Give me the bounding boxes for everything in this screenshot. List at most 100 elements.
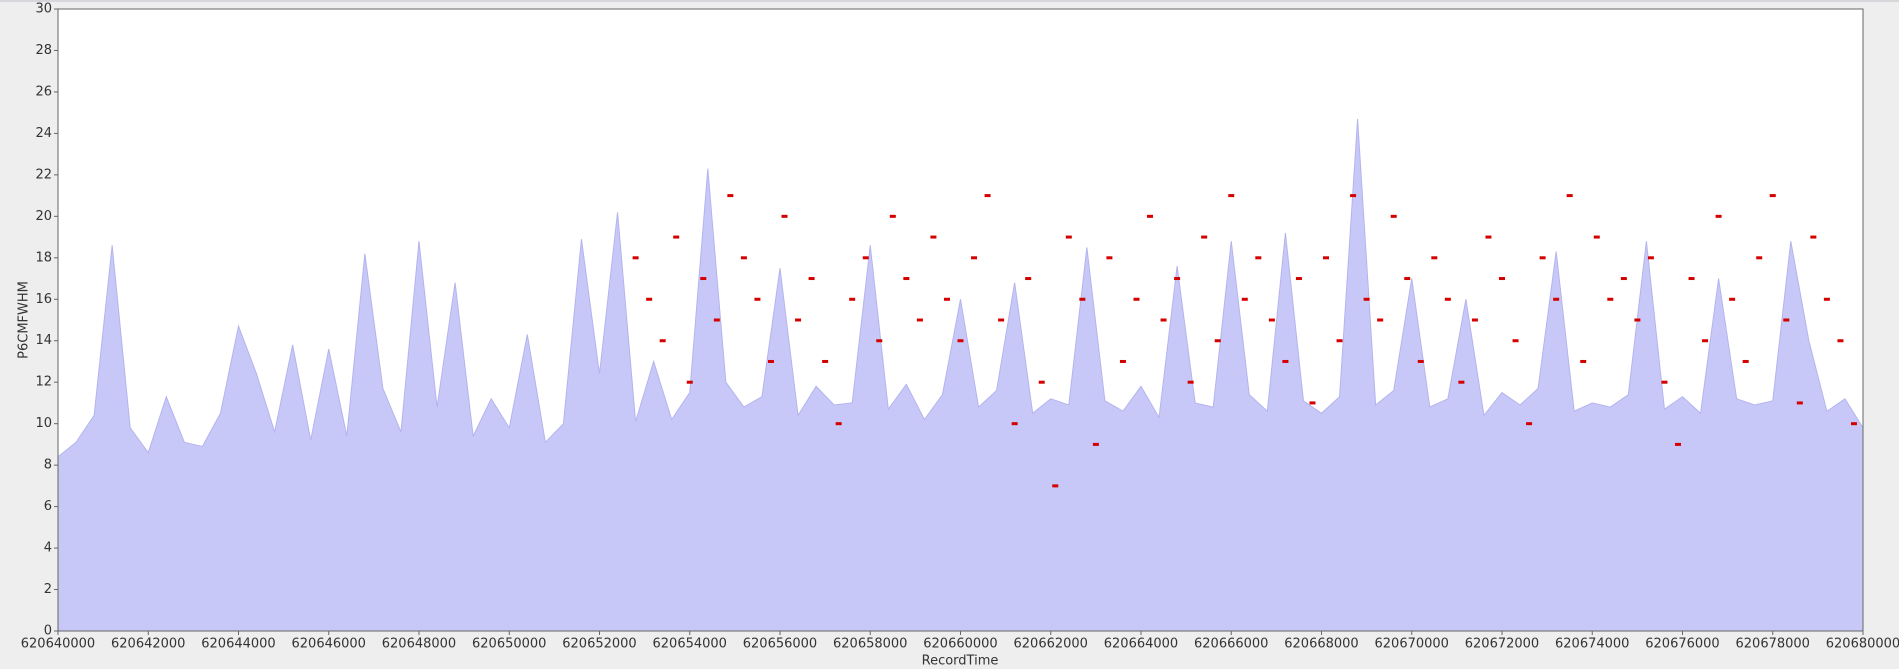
point [1634, 318, 1641, 322]
point [1769, 194, 1776, 198]
point [659, 339, 666, 343]
point [1350, 194, 1357, 198]
point [1174, 277, 1181, 281]
y-tick-label: 30 [35, 2, 52, 17]
point [998, 318, 1005, 322]
point [1715, 214, 1722, 218]
point [1458, 380, 1465, 384]
point [1133, 297, 1140, 301]
point [1444, 297, 1451, 301]
y-tick-label: 18 [35, 250, 52, 265]
x-tick-label: 620666000 [1194, 637, 1268, 652]
x-tick-label: 620678000 [1736, 637, 1810, 652]
point [1160, 318, 1167, 322]
point [916, 318, 923, 322]
point [1404, 277, 1411, 281]
y-tick-label: 8 [44, 458, 52, 473]
point [822, 359, 829, 363]
point [1823, 297, 1830, 301]
point [781, 214, 788, 218]
x-tick-label: 620656000 [743, 637, 817, 652]
point [862, 256, 869, 260]
point [1092, 442, 1099, 446]
point [1214, 339, 1221, 343]
point [1512, 339, 1519, 343]
point [700, 277, 707, 281]
y-axis-title: P6CMFWHM [17, 281, 32, 359]
point [903, 277, 910, 281]
point [1323, 256, 1330, 260]
point [1471, 318, 1478, 322]
x-tick-label: 620654000 [653, 637, 727, 652]
plot [57, 118, 1864, 632]
point [1796, 401, 1803, 405]
x-tick-label: 620652000 [562, 637, 636, 652]
point [1485, 235, 1492, 239]
point [1566, 194, 1573, 198]
point [1065, 235, 1072, 239]
point [835, 422, 842, 426]
point [686, 380, 693, 384]
point [1309, 401, 1316, 405]
point [1607, 297, 1614, 301]
x-tick-label: 620662000 [1014, 637, 1088, 652]
point [1052, 484, 1059, 488]
x-tick-label: 620664000 [1104, 637, 1178, 652]
point [1674, 442, 1681, 446]
y-tick-label: 12 [35, 375, 52, 390]
point [1647, 256, 1654, 260]
point [1079, 297, 1086, 301]
point [1661, 380, 1668, 384]
y-tick-label: 24 [35, 126, 52, 141]
point [1336, 339, 1343, 343]
point [1363, 297, 1370, 301]
point [876, 339, 883, 343]
point [1295, 277, 1302, 281]
x-tick-label: 620658000 [833, 637, 907, 652]
x-tick-label: 620646000 [292, 637, 366, 652]
point [1201, 235, 1208, 239]
y-tick-label: 6 [44, 499, 52, 514]
point [632, 256, 639, 260]
point [713, 318, 720, 322]
y-tick-label: 10 [35, 416, 52, 431]
x-tick-label: 620640000 [21, 637, 95, 652]
point [1729, 297, 1736, 301]
point [646, 297, 653, 301]
y-tick-label: 22 [35, 167, 52, 182]
x-tick-label: 620672000 [1465, 637, 1539, 652]
point [767, 359, 774, 363]
point [1499, 277, 1505, 281]
point [1431, 256, 1438, 260]
point [1688, 277, 1695, 281]
x-tick-label: 620642000 [111, 637, 185, 652]
point [1147, 214, 1154, 218]
point [1377, 318, 1384, 322]
point [957, 339, 964, 343]
x-tick-label: 620670000 [1375, 637, 1449, 652]
point [754, 297, 761, 301]
x-tick-label: 620650000 [472, 637, 546, 652]
point [1282, 359, 1289, 363]
y-tick-label: 2 [44, 582, 52, 597]
point [1255, 256, 1262, 260]
point [984, 194, 991, 198]
point [1742, 359, 1749, 363]
y-tick-label: 26 [35, 84, 52, 99]
point [1850, 422, 1857, 426]
point [1837, 339, 1844, 343]
x-tick-label: 620648000 [382, 637, 456, 652]
point [1241, 297, 1248, 301]
point [727, 194, 734, 198]
point [971, 256, 978, 260]
point [943, 297, 950, 301]
x-tick-label: 620676000 [1645, 637, 1719, 652]
y-tick-label: 4 [44, 541, 52, 556]
y-tick-label: 16 [35, 292, 52, 307]
point [1580, 359, 1587, 363]
point [1620, 277, 1627, 281]
point [849, 297, 856, 301]
area [57, 118, 1864, 632]
